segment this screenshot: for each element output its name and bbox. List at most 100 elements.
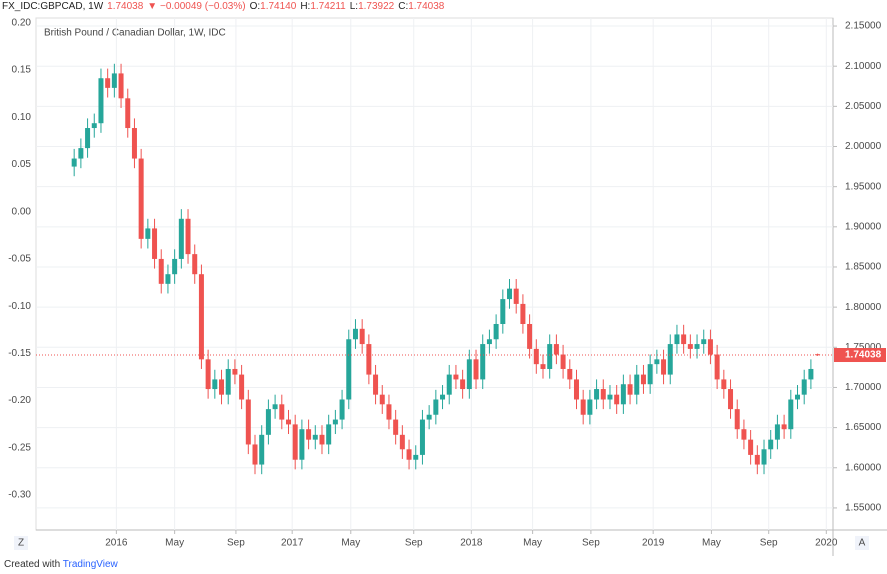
last: 1.74038 [107, 1, 144, 12]
candle-body [332, 419, 338, 425]
x-tick-label: May [702, 538, 721, 549]
candle-body [466, 359, 472, 390]
candle-body [212, 379, 218, 390]
a-label[interactable]: A [859, 538, 866, 549]
y-tick-label: -0.15 [8, 348, 31, 359]
candle-body [312, 434, 318, 440]
candle-body [620, 384, 626, 405]
candle-body [640, 374, 646, 385]
chart-title: British Pound / Canadian Dollar, 1W, IDC [44, 28, 226, 39]
candle-body [433, 399, 439, 415]
candle-body [808, 368, 814, 380]
candle-body [507, 288, 513, 300]
y2-tick-label: 1.85000 [845, 262, 882, 273]
y-tick-label: 0.15 [12, 65, 32, 76]
candle-body [406, 449, 412, 460]
y-tick-label: 0.20 [12, 17, 32, 28]
y-tick-label: -0.10 [8, 301, 31, 312]
y2-tick-label: 1.90000 [845, 221, 882, 232]
x-tick-label: 2017 [281, 538, 304, 549]
y-tick-label: -0.30 [8, 490, 31, 501]
x-tick-label: 2020 [815, 538, 838, 549]
candle-body [259, 434, 265, 465]
candle-body [172, 258, 178, 275]
candle-body [547, 344, 553, 369]
candle-body [178, 218, 184, 259]
chart: British Pound / Canadian Dollar, 1W, IDC… [8, 17, 887, 556]
candle-body [453, 374, 459, 380]
candle-body [118, 73, 124, 99]
x-tick-label: Sep [760, 538, 778, 549]
y2-tick-label: 1.95000 [845, 181, 882, 192]
h-key: H: [300, 1, 311, 12]
candle-body [393, 419, 399, 435]
c-key: C: [398, 1, 409, 12]
candle-body [165, 274, 171, 284]
plot-frame [35, 17, 834, 531]
candle-body [741, 429, 747, 440]
candle-body [815, 354, 821, 356]
candle-body [728, 389, 734, 410]
candle-body [694, 344, 700, 349]
o-key: O: [249, 1, 261, 12]
x-tick-label: Sep [227, 538, 245, 549]
candle-body [774, 424, 780, 440]
candle-body [587, 399, 593, 415]
c: 1.74038 [408, 1, 445, 12]
candle-body [232, 368, 238, 375]
x-tick-label: 2016 [105, 538, 128, 549]
candle-body [573, 379, 579, 400]
candle-body [701, 339, 707, 345]
candle-body [600, 389, 606, 400]
x-tick-label: Sep [582, 538, 600, 549]
a-button[interactable] [855, 536, 869, 550]
candle-body [138, 158, 144, 239]
y2-tick-label: 1.80000 [845, 302, 882, 313]
candle-body [359, 328, 365, 345]
y2-tick-label: 2.00000 [845, 141, 882, 152]
candle-body [540, 364, 546, 369]
candle-body [158, 258, 164, 284]
y-tick-label: -0.05 [8, 254, 31, 265]
candle-body [721, 379, 727, 390]
x-tick-label: May [341, 538, 360, 549]
h: 1.74211 [310, 1, 346, 12]
footer: Created with TradingView [4, 559, 118, 570]
candle-body [707, 339, 713, 355]
y-tick-label: 0.10 [12, 112, 32, 123]
candle-body [480, 344, 486, 380]
z-label[interactable]: Z [18, 538, 24, 549]
candle-body [339, 399, 345, 420]
candle-body [265, 409, 271, 435]
change: ▼ −0.00049 (−0.03%) [147, 1, 246, 12]
candle-body [245, 399, 251, 445]
candle-body [754, 454, 760, 465]
candle-body [486, 339, 492, 345]
candle-body [788, 399, 794, 430]
candle-body [500, 299, 506, 324]
x-tick-label: May [165, 538, 184, 549]
candle-body [413, 454, 419, 460]
candle-body [460, 379, 466, 390]
candle-body [419, 419, 425, 455]
candle-body [627, 384, 633, 395]
candle-body [560, 354, 566, 369]
candle-body [520, 303, 526, 324]
brand[interactable]: TradingView [62, 559, 118, 570]
candle-body [440, 394, 446, 400]
candle-body [373, 374, 379, 395]
o: 1.74140 [260, 1, 297, 12]
candle-body [98, 78, 104, 124]
candle-body [78, 148, 84, 159]
candle-body [687, 344, 693, 349]
candle-body [607, 394, 613, 400]
candle-body [513, 288, 519, 304]
z-button[interactable] [14, 536, 28, 550]
candle-body [527, 323, 533, 349]
candle-body [225, 368, 231, 395]
candle-body [185, 218, 191, 255]
candle-body [131, 128, 137, 159]
candle-body [292, 424, 298, 460]
candle-body [192, 254, 198, 275]
